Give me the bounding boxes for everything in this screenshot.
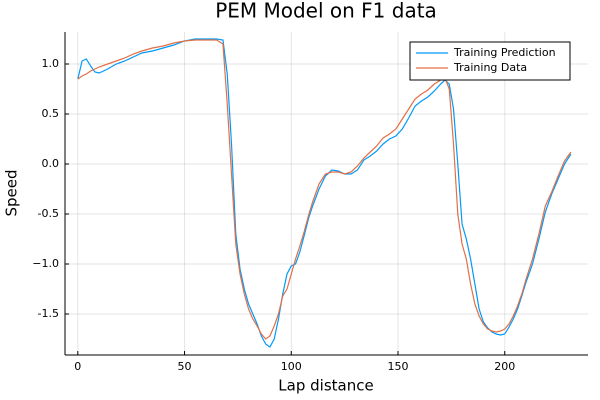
y-tick-label: -0.5: [38, 207, 59, 220]
x-axis-label: Lap distance: [278, 377, 373, 395]
y-tick-label: −1.0: [32, 257, 59, 270]
x-tick-label: 0: [74, 360, 81, 373]
series-line: [77, 39, 572, 340]
x-tick-label: 200: [494, 360, 515, 373]
x-tick-label: 50: [178, 360, 192, 373]
y-tick-label: 0.0: [42, 157, 60, 170]
y-axis-label: Speed: [3, 169, 21, 216]
x-tick-label: 150: [388, 360, 409, 373]
y-tick-label: 0.5: [42, 107, 60, 120]
x-tick-label: 100: [281, 360, 302, 373]
y-tick-label: -1.5: [38, 307, 59, 320]
series-line: [77, 38, 572, 348]
chart-title: PEM Model on F1 data: [215, 0, 437, 23]
legend-label: Training Data: [453, 61, 527, 74]
legend-box: [409, 41, 571, 81]
legend-label: Training Prediction: [453, 46, 556, 59]
y-tick-label: 1.0: [42, 57, 60, 70]
